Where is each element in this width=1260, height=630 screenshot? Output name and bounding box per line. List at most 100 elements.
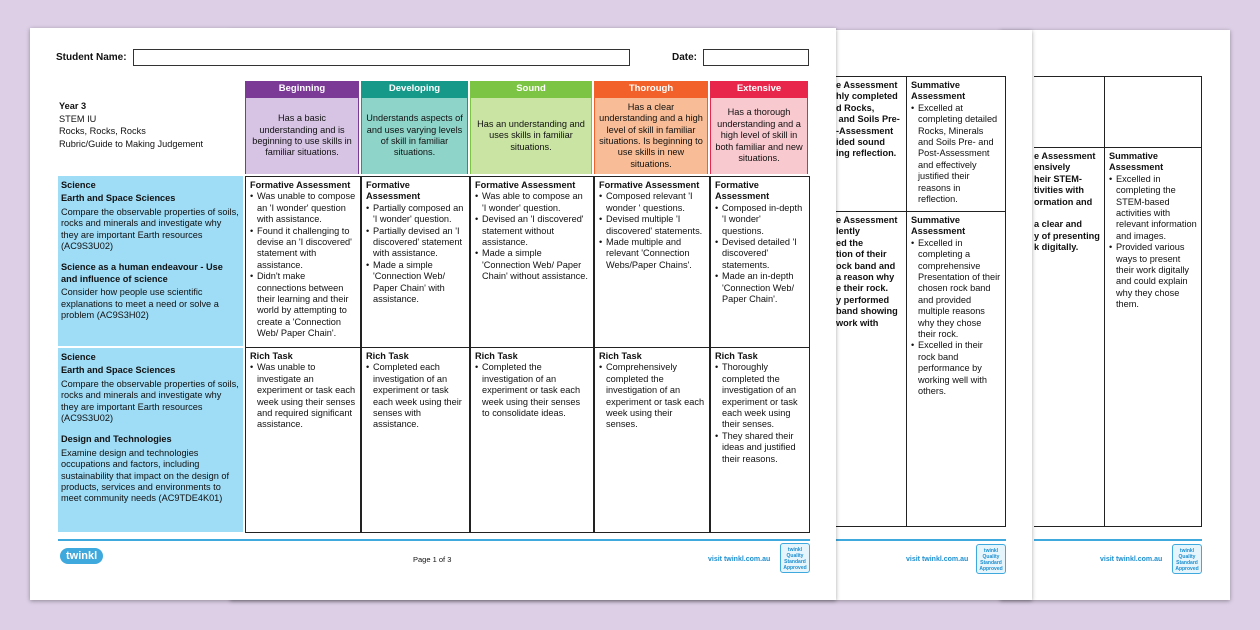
date-field[interactable] — [703, 49, 809, 66]
level-beginning-description: Has a basic understanding and is beginni… — [245, 98, 359, 174]
bullet-item: Didn't make connections between their le… — [250, 271, 356, 339]
bullet-item: Was able to compose an 'I wonder' questi… — [475, 191, 589, 214]
p2-list-1: Excelled at completing detailed Rocks, M… — [911, 103, 1001, 206]
bullet-item: Partially composed an 'I wonder' questio… — [366, 203, 465, 226]
cell-list: Composed relevant 'I wonder ' questions.… — [599, 191, 705, 271]
bullet-item: Devised detailed 'I discovered' statemen… — [715, 237, 805, 271]
visit-link[interactable]: visit twinkl.com.au — [708, 556, 771, 563]
bullet-item: Completed the investigation of an experi… — [475, 362, 589, 419]
intro-rubric: Rubric/Guide to Making Judgement — [59, 138, 204, 149]
rubric-cell-sound-row2: Rich TaskCompleted the investigation of … — [470, 347, 594, 533]
level-beginning-header: Beginning — [245, 81, 359, 98]
bullet-item: Partially devised an 'I discovered' stat… — [366, 226, 465, 260]
cell-list: Partially composed an 'I wonder' questio… — [366, 203, 465, 306]
bullet-item: Was unable to investigate an experiment … — [250, 362, 356, 430]
bullet-item: Completed each investigation of an exper… — [366, 362, 465, 430]
p2-r2-left-text: e Assessment lently ed the tion of their… — [836, 215, 898, 328]
cell-list: Was able to compose an 'I wonder' questi… — [475, 191, 589, 282]
bullet-item: Found it challenging to devise an 'I dis… — [250, 226, 356, 272]
quality-badge: twinkl Quality Standard Approved — [780, 543, 810, 573]
quality-badge: twinkl Quality Standard Approved — [1172, 544, 1202, 574]
intro: Year 3 STEM IU Rocks, Rocks, Rocks Rubri… — [59, 100, 203, 150]
level-extensive-header: Extensive — [710, 81, 808, 98]
page-3: e Assessment ensively heir STEM- tivitie… — [1000, 30, 1230, 600]
curriculum-subheading: Earth and Space Sciences — [61, 193, 176, 204]
bullet-item: Devised multiple 'I discovered' statemen… — [599, 214, 705, 237]
rubric-cell-sound-row1: Formative AssessmentWas able to compose … — [470, 176, 594, 348]
footer-line — [836, 539, 1006, 541]
bullet-item: Comprehensively completed the investigat… — [599, 362, 705, 430]
rubric-cell-beginning-row1: Formative AssessmentWas unable to compos… — [245, 176, 361, 348]
bullet-item: Made multiple and relevant 'Connection W… — [599, 237, 705, 271]
p3-r2-left: e Assessment ensively heir STEM- tivitie… — [1034, 147, 1105, 527]
cell-list: Completed the investigation of an experi… — [475, 362, 589, 419]
page-1: Student Name: Date: Year 3 STEM IU Rocks… — [30, 28, 836, 600]
cell-list: Was unable to compose an 'I wonder' ques… — [250, 191, 356, 339]
cell-title: Formative Assessment — [366, 180, 421, 202]
level-sound-description: Has an understanding and uses skills in … — [470, 98, 592, 174]
date-label: Date: — [672, 52, 698, 63]
level-developing-header: Developing — [361, 81, 468, 98]
cell-title: Summative Assessment — [911, 80, 966, 102]
bullet-item: Excelled in completing a comprehensive P… — [911, 238, 1001, 341]
cell-title: Rich Task — [250, 351, 293, 361]
cell-list: Thoroughly completed the investigation o… — [715, 362, 805, 465]
curriculum-cell-2: Science Earth and Space Sciences Compare… — [58, 348, 243, 532]
p3-r2-left-text: e Assessment ensively heir STEM- tivitie… — [1034, 151, 1100, 253]
p2-r1-right: Summative AssessmentExcelled at completi… — [906, 76, 1006, 212]
bullet-item: Excelled in their rock band performance … — [911, 340, 1001, 397]
p3-list: Excelled in completing the STEM-based ac… — [1109, 174, 1197, 311]
curriculum-subheading: Earth and Space Sciences — [61, 365, 176, 376]
student-name-field[interactable] — [133, 49, 630, 66]
cell-list: Composed in-depth 'I wonder' questions.D… — [715, 203, 805, 306]
bullet-item: Excelled in completing the STEM-based ac… — [1109, 174, 1197, 242]
level-developing-description: Understands aspects of and uses varying … — [361, 98, 468, 174]
page-number: Page 1 of 3 — [413, 555, 452, 564]
curriculum-text: Compare the observable properties of soi… — [61, 378, 239, 424]
cell-list: Completed each investigation of an exper… — [366, 362, 465, 430]
cell-list: Was unable to investigate an experiment … — [250, 362, 356, 430]
twinkl-logo: twinkl — [60, 548, 104, 564]
p2-r2-left: e Assessment lently ed the tion of their… — [836, 211, 907, 527]
rubric-cell-thorough-row1: Formative AssessmentComposed relevant 'I… — [594, 176, 710, 348]
p2-list-2: Excelled in completing a comprehensive P… — [911, 238, 1001, 398]
footer-line — [58, 539, 810, 541]
rubric-cell-developing-row1: Formative AssessmentPartially composed a… — [361, 176, 470, 348]
cell-title: Summative Assessment — [1109, 151, 1164, 173]
bullet-item: Made a simple 'Connection Web/ Paper Cha… — [475, 248, 589, 282]
rubric-cell-extensive-row1: Formative AssessmentComposed in-depth 'I… — [710, 176, 810, 348]
bullet-item: Made a simple 'Connection Web/ Paper Cha… — [366, 260, 465, 306]
p3-r1-right — [1104, 76, 1202, 148]
curriculum-text: Consider how people use scientific expla… — [61, 287, 219, 321]
cell-title: Summative Assessment — [911, 215, 966, 237]
level-thorough-header: Thorough — [594, 81, 708, 98]
rubric-cell-extensive-row2: Rich TaskThoroughly completed the invest… — [710, 347, 810, 533]
cell-title: Formative Assessment — [715, 180, 770, 202]
curriculum-text: Examine design and technologies occupati… — [61, 447, 230, 504]
p3-r2-right: Summative AssessmentExcelled in completi… — [1104, 147, 1202, 527]
cell-title: Formative Assessment — [599, 180, 700, 190]
visit-link[interactable]: visit twinkl.com.au — [1100, 556, 1163, 563]
bullet-item: Made an in-depth 'Connection Web/ Paper … — [715, 271, 805, 305]
visit-link[interactable]: visit twinkl.com.au — [906, 556, 969, 563]
bullet-item: Was unable to compose an 'I wonder' ques… — [250, 191, 356, 225]
curriculum-heading: Science — [61, 352, 96, 362]
curriculum-subheading: Design and Technologies — [61, 434, 172, 445]
level-thorough-description: Has a clear understanding and a high lev… — [594, 98, 708, 174]
p2-r1-left-text: e Assessment hly completed d Rocks, and … — [836, 80, 900, 159]
intro-topic: Rocks, Rocks, Rocks — [59, 126, 146, 136]
level-extensive-description: Has a thorough understanding and a high … — [710, 98, 808, 174]
bullet-item: Thoroughly completed the investigation o… — [715, 362, 805, 430]
cell-title: Rich Task — [366, 351, 409, 361]
p2-r2-right: Summative AssessmentExcelled in completi… — [906, 211, 1006, 527]
student-name-label: Student Name: — [56, 52, 127, 63]
footer-line — [1034, 539, 1202, 541]
bullet-item: Provided various ways to present their w… — [1109, 242, 1197, 310]
level-sound-header: Sound — [470, 81, 592, 98]
intro-year: Year 3 — [59, 101, 87, 111]
cell-list: Comprehensively completed the investigat… — [599, 362, 705, 430]
p2-r1-left: e Assessment hly completed d Rocks, and … — [836, 76, 907, 212]
cell-title: Rich Task — [715, 351, 758, 361]
rubric-cell-developing-row2: Rich TaskCompleted each investigation of… — [361, 347, 470, 533]
bullet-item: Composed relevant 'I wonder ' questions. — [599, 191, 705, 214]
